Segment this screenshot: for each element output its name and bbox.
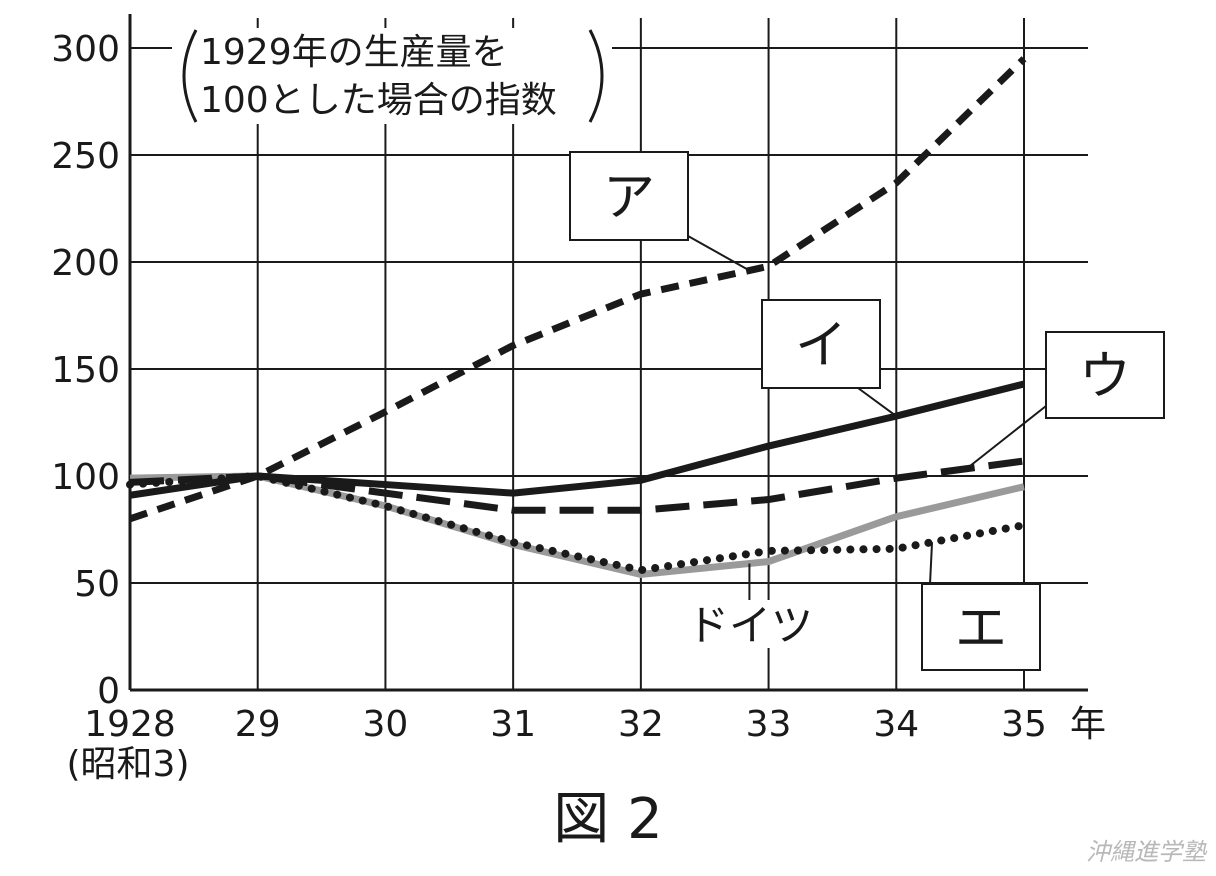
leader-ア	[687, 235, 750, 272]
leader-ウ	[965, 405, 1047, 470]
note-line-2: 100とした場合の指数	[200, 80, 557, 121]
x-tick-label-1928: 1928	[84, 704, 176, 745]
leader-イ	[857, 387, 897, 417]
figure-caption: 図 2	[553, 787, 662, 852]
series-label-ア: ア	[603, 168, 655, 228]
x-tick-labels: 1928 29 30 31 32 33 34 35	[84, 704, 1047, 745]
y-tick-label-200: 200	[51, 243, 120, 284]
x-tick-label-34: 34	[873, 704, 919, 745]
x-tick-label-31: 31	[490, 704, 536, 745]
y-tick-label-300: 300	[51, 29, 120, 70]
series-line-エ	[126, 472, 1028, 575]
label-box-イ	[761, 299, 881, 389]
x-tick-label-33: 33	[746, 704, 792, 745]
y-tick-labels: 0 50 100 150 200 250 300	[51, 29, 120, 712]
series-label-イ: イ	[795, 316, 847, 376]
y-tick-label-100: 100	[51, 457, 120, 498]
series-line-ア	[128, 56, 1027, 523]
series-line-イ	[129, 380, 1025, 499]
x-tick-label-35: 35	[1001, 704, 1047, 745]
x-axis-unit: 年	[1070, 704, 1106, 745]
y-tick-label-250: 250	[51, 136, 120, 177]
chart-axes	[128, 14, 1088, 692]
x-tick-label-32: 32	[618, 704, 664, 745]
note-line-1: 1929年の生産量を	[200, 32, 508, 73]
series-label-ウ: ウ	[1079, 347, 1131, 407]
label-leaders	[687, 235, 1047, 604]
series-label-ドイツ: ドイツ	[687, 601, 813, 650]
x-tick-sublabel: (昭和3)	[67, 744, 190, 785]
x-tick-label-30: 30	[363, 704, 409, 745]
label-box-ウ	[1045, 331, 1165, 419]
label-bg-ドイツ	[680, 600, 816, 648]
y-tick-label-150: 150	[51, 350, 120, 391]
chart-series	[126, 56, 1028, 578]
y-tick-label-0: 0	[97, 671, 120, 712]
y-tick-label-50: 50	[74, 564, 120, 605]
watermark-text: 沖縄進学塾	[1086, 838, 1208, 866]
note-left-paren	[182, 29, 198, 123]
label-box-エ	[921, 583, 1041, 671]
chart-note: 1929年の生産量を 100とした場合の指数	[172, 28, 612, 124]
note-right-paren	[588, 29, 604, 123]
leader-エ	[929, 542, 934, 585]
series-label-エ: エ	[955, 599, 1007, 659]
label-box-ア	[569, 151, 689, 241]
x-tick-label-29: 29	[235, 704, 281, 745]
